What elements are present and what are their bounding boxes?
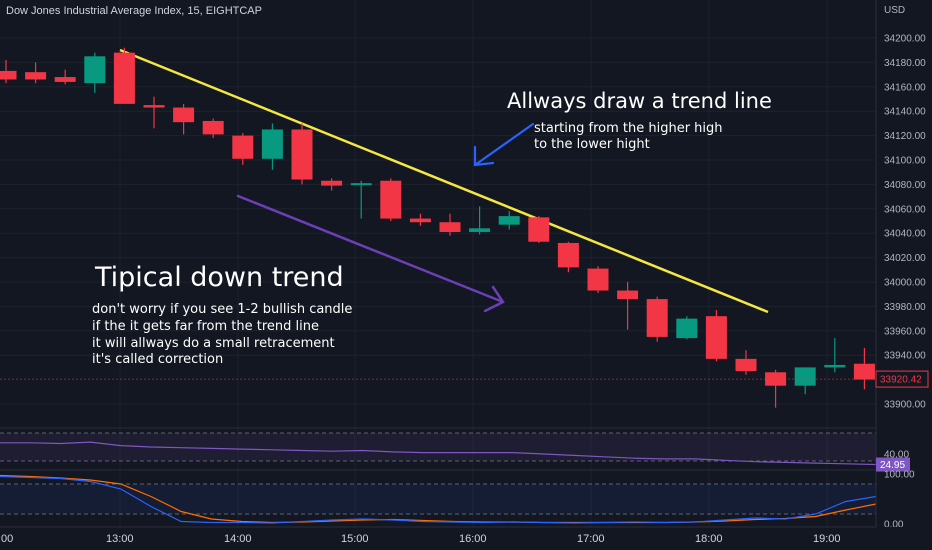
stoch-k-line: [0, 475, 877, 524]
trend-line-note-2: to the lower hight: [534, 137, 650, 152]
candle-body: [54, 77, 76, 82]
price-tick-label: 34040.00: [884, 229, 926, 240]
candle-body: [173, 107, 195, 123]
price-tick-label: 34100.00: [884, 156, 926, 167]
time-tick-label: 14:00: [224, 533, 252, 545]
price-tick-label: 33940.00: [884, 351, 926, 362]
stoch-tick-label: 100.00: [884, 470, 915, 481]
price-tick-label: 34180.00: [884, 58, 926, 69]
candle-body: [202, 120, 224, 135]
candle-body: [143, 105, 165, 108]
candle-body: [794, 367, 816, 386]
price-tick-label: 33960.00: [884, 326, 926, 337]
correction-note-3: it will allways do a small retracement: [92, 336, 335, 351]
time-axis-bg: [0, 527, 932, 550]
candle-body: [498, 216, 520, 225]
rsi-value-tag: [876, 457, 910, 472]
candle-body: [113, 52, 135, 104]
price-tick-label: 34120.00: [884, 131, 926, 142]
candle-body: [409, 218, 431, 223]
candle-body: [528, 217, 550, 242]
stoch-d-line: [0, 474, 877, 524]
arrows: [236, 122, 535, 313]
time-tick-label: 16:00: [459, 533, 487, 545]
time-tick-label: 18:00: [695, 533, 723, 545]
correction-note-1: don't worry if you see 1-2 bullish candl…: [92, 302, 353, 317]
candle-body: [261, 129, 283, 159]
candle-body: [676, 318, 698, 339]
time-tick-label: :00: [0, 533, 13, 545]
time-tick-label: 17:00: [577, 533, 605, 545]
candle-body: [350, 183, 372, 186]
candle-body: [557, 242, 579, 268]
price-tick-label: 34140.00: [884, 107, 926, 118]
time-tick-label: 13:00: [106, 533, 134, 545]
stochastic-panel: [0, 474, 877, 524]
current-price-tag: [875, 370, 929, 388]
rsi-line: [0, 441, 877, 466]
rsi-panel: [0, 432, 877, 466]
grid: [0, 0, 876, 527]
candle-body: [469, 228, 491, 232]
current-price-label: 33920.42: [880, 375, 922, 386]
chart-title: Dow Jones Industrial Average Index, 15, …: [6, 5, 262, 17]
stoch-band: [0, 484, 876, 514]
candle-body: [646, 299, 668, 337]
candle-body: [824, 364, 846, 368]
candle-body: [25, 72, 47, 80]
down-trend-arrow[interactable]: [236, 194, 505, 313]
rsi-tick-label: 40.00: [884, 450, 909, 461]
rsi-value-label: 24.95: [880, 460, 905, 471]
price-tick-label: 33900.00: [884, 400, 926, 411]
candle-body: [853, 363, 875, 380]
price-tick-label: 34060.00: [884, 204, 926, 215]
candle-body: [587, 268, 609, 291]
trend-line-note-1: starting from the higher high: [534, 121, 723, 136]
correction-note-4: it's called correction: [92, 352, 224, 367]
price-tick-label: 34080.00: [884, 180, 926, 191]
currency-label: USD: [884, 5, 906, 16]
candle-body: [0, 70, 17, 80]
price-tick-label: 34020.00: [884, 253, 926, 264]
price-tick-label: 34160.00: [884, 82, 926, 93]
time-tick-label: 15:00: [341, 533, 369, 545]
time-tick-label: 19:00: [813, 533, 841, 545]
trend-line[interactable]: [119, 48, 769, 314]
candle-body: [380, 180, 402, 219]
price-tick-label: 34200.00: [884, 34, 926, 45]
candle-body: [84, 56, 106, 84]
down-trend-title: Tipical down trend: [95, 262, 344, 293]
price-tick-label: 33980.00: [884, 302, 926, 313]
trend-line-layer: [119, 48, 769, 314]
time-axis[interactable]: :00 13:00 14:00 15:00 16:00 17:00 18:00 19:00: [0, 526, 932, 550]
candle-body: [705, 316, 727, 359]
correction-note-2: if the it gets far from the trend line: [92, 319, 319, 334]
trend-line-pointer-arrow[interactable]: [473, 122, 535, 167]
price-tick-label: 34000.00: [884, 278, 926, 289]
rsi-band: [0, 433, 876, 461]
candle-body: [321, 180, 343, 186]
candle-body: [735, 358, 757, 372]
candle-body: [439, 222, 461, 232]
candle-body: [617, 290, 639, 300]
candles: [0, 47, 875, 408]
candle-body: [765, 372, 787, 386]
stoch-tick-label: 0.00: [884, 520, 904, 531]
trend-line-title: Allways draw a trend line: [507, 89, 772, 113]
candle-body: [291, 129, 313, 180]
candle-body: [232, 135, 254, 159]
